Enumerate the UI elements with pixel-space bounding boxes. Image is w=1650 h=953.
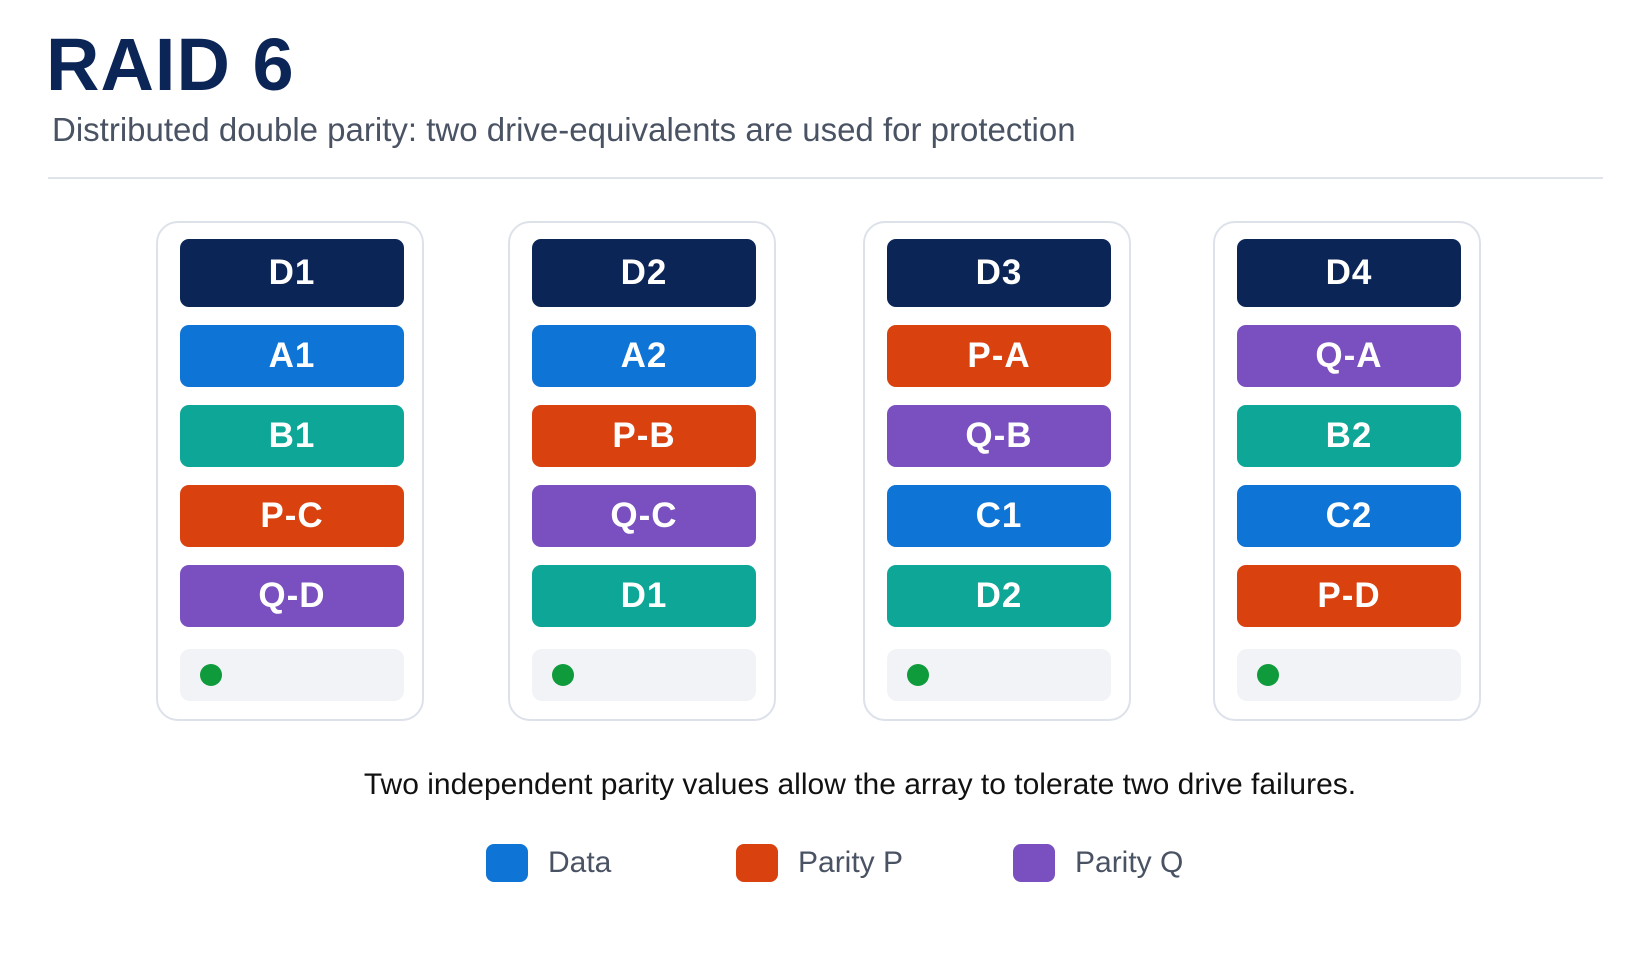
stripe-block: B1 <box>180 405 404 467</box>
stripe-block: Q-B <box>887 405 1111 467</box>
legend-item-parity-q: Parity Q <box>1013 844 1183 882</box>
drive-4: D4 Q-A B2 C2 P-D <box>1213 221 1481 721</box>
legend-swatch <box>736 844 778 882</box>
stripe-block: B2 <box>1237 405 1461 467</box>
page-title: RAID 6 <box>46 23 295 106</box>
stripe-block: P-C <box>180 485 404 547</box>
stripe-block: A2 <box>532 325 756 387</box>
stripe-block: D2 <box>887 565 1111 627</box>
legend-label: Parity Q <box>1075 846 1184 879</box>
stripe-block: Q-A <box>1237 325 1461 387</box>
legend-swatch <box>486 844 528 882</box>
drive-2: D2 A2 P-B Q-C D1 <box>508 221 776 721</box>
drive-label: D3 <box>887 239 1111 307</box>
stripe-block: P-B <box>532 405 756 467</box>
drive-status <box>1237 649 1461 701</box>
diagram-caption: Two independent parity values allow the … <box>363 768 1357 801</box>
drive-label: D4 <box>1237 239 1461 307</box>
drive-label: D1 <box>180 239 404 307</box>
stripe-block: C1 <box>887 485 1111 547</box>
status-dot-icon <box>200 664 222 686</box>
status-dot-icon <box>552 664 574 686</box>
header-divider <box>48 177 1603 179</box>
stripe-block: Q-C <box>532 485 756 547</box>
stripe-block: P-D <box>1237 565 1461 627</box>
drive-status <box>532 649 756 701</box>
drive-3: D3 P-A Q-B C1 D2 <box>863 221 1131 721</box>
drive-label: D2 <box>532 239 756 307</box>
status-dot-icon <box>907 664 929 686</box>
page-subtitle: Distributed double parity: two drive-equ… <box>52 111 1076 148</box>
legend-swatch <box>1013 844 1055 882</box>
legend-item-parity-p: Parity P <box>736 844 903 882</box>
stripe-block: Q-D <box>180 565 404 627</box>
drive-status <box>180 649 404 701</box>
stripe-block: P-A <box>887 325 1111 387</box>
legend-label: Data <box>548 846 612 879</box>
legend-item-data: Data <box>486 844 611 882</box>
stripe-block: A1 <box>180 325 404 387</box>
stripe-block: C2 <box>1237 485 1461 547</box>
status-dot-icon <box>1257 664 1279 686</box>
drive-1: D1 A1 B1 P-C Q-D <box>156 221 424 721</box>
legend-label: Parity P <box>798 846 904 879</box>
drive-status <box>887 649 1111 701</box>
stripe-block: D1 <box>532 565 756 627</box>
